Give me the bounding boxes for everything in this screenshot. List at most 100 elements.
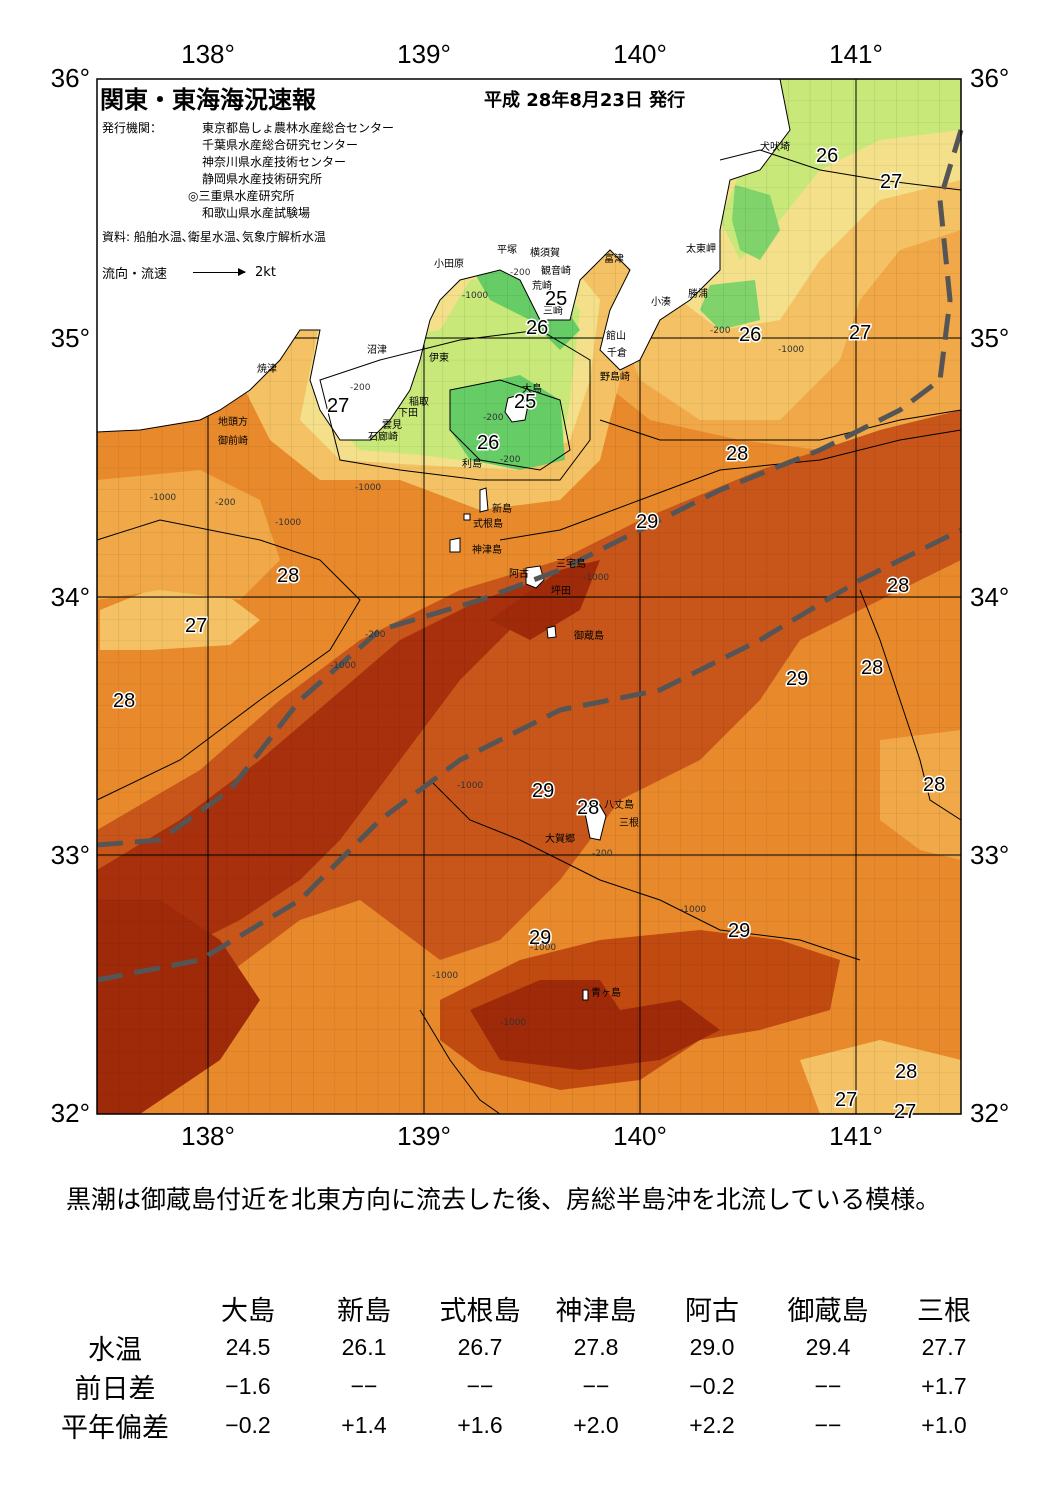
isotherm-label: 27 (880, 171, 902, 193)
kuroshio-axis-main (96, 129, 964, 848)
isotherm-label: 26 (526, 317, 548, 339)
place-label: 神津島 (472, 543, 502, 556)
row-label: 水温 (88, 1335, 142, 1366)
table-cell: +1.7 (921, 1373, 967, 1399)
flow-legend: 流向・流速 2kt (102, 263, 276, 282)
lon-label-bottom: 139° (397, 1121, 451, 1150)
lat-label-left: 36° (51, 63, 90, 93)
publisher-list: 発行機関： 東京都島しょ農林水産総合センター 千葉県水産総合研究センター 神奈川県… (102, 120, 394, 222)
lon-label-top: 140° (613, 39, 667, 69)
land-aogashima (582, 989, 589, 1001)
place-label: 地頭方 (218, 415, 248, 428)
table-cell: −1.6 (225, 1373, 271, 1399)
depth-label: -200 (350, 383, 371, 393)
isotherm-28-north (599, 409, 962, 441)
lon-label-top: 139° (397, 39, 451, 69)
publisher-item: 千葉県水産総合研究センター (202, 138, 359, 152)
data-sources: 資料: 船舶水温､衛星水温､気象庁解析水温 (102, 230, 326, 244)
lat-label-left: 33° (51, 840, 90, 870)
table-cell: −0.2 (225, 1412, 271, 1438)
table-cell: 24.5 (225, 1334, 271, 1360)
table-cell: +2.0 (573, 1412, 619, 1438)
depth-label: -1000 (457, 781, 483, 791)
isotherm-label: 28 (726, 443, 748, 465)
depth-label: -200 (592, 849, 613, 859)
place-label: 阿古 (509, 567, 529, 580)
depth-labels: -200 -1000 -200 -1000 -200 -200 -1000 -1… (150, 268, 804, 1028)
depth-label: -1000 (500, 1018, 526, 1028)
place-label: 石廊崎 (368, 430, 398, 443)
depth-label: -1000 (330, 661, 356, 671)
isotherm-label: 28 (887, 575, 909, 597)
place-label: 大賀郷 (545, 832, 575, 845)
flow-legend-speed: 2kt (255, 265, 276, 280)
isotherm-label: 28 (113, 690, 135, 712)
table-cell: +1.4 (341, 1412, 387, 1438)
isotherm-label: 28 (577, 797, 599, 819)
table-cell: +1.6 (457, 1412, 503, 1438)
publisher-item: ◎三重県水産研究所 (188, 189, 295, 203)
flow-arrow-icon (193, 268, 247, 276)
isotherm-label: 27 (327, 395, 349, 417)
place-label: 横須賀 (530, 246, 560, 259)
place-label: 焼津 (257, 363, 277, 375)
table-header-cell: 式根島 (439, 1295, 521, 1327)
place-label: 小田原 (434, 258, 464, 270)
place-label: 観音崎 (541, 264, 571, 277)
place-label: 太東岬 (686, 242, 716, 255)
place-label: 荒崎 (532, 279, 552, 292)
depth-label: -1000 (680, 905, 706, 915)
lat-labels-right: 36° 35° 34° 33° 32° (970, 63, 1009, 1128)
place-label: 青ヶ島 (591, 986, 621, 999)
land-oshima (504, 394, 529, 423)
isotherm-labels: 26 27 27 25 26 26 27 27 25 26 28 29 28 2… (112, 144, 947, 1125)
isotherm-26-izu (319, 329, 591, 481)
depth-label: -1000 (355, 483, 381, 493)
lat-label-left: 32° (51, 1098, 90, 1128)
place-labels: 犬吠埼 太東岬 勝浦 小湊 富津 横須賀 観音崎 平塚 小田原 荒崎 三崎 館山… (218, 140, 790, 999)
isotherm-label: 27 (185, 615, 207, 637)
lat-label-right: 32° (970, 1098, 1009, 1128)
table-header-row: 大島 新島 式根島 神津島 阿古 御蔵島 三根 (40, 1288, 1002, 1328)
land-honshu (96, 78, 791, 441)
place-label: 野島崎 (600, 370, 630, 383)
depth-label: -1000 (583, 573, 609, 583)
table-header-cell: 阿古 (685, 1295, 739, 1327)
place-label: 八丈島 (604, 798, 634, 811)
isotherm-28-south (419, 1009, 501, 1115)
depth-label: -200 (510, 268, 531, 278)
table-row: 水温 24.5 26.1 26.7 27.8 29.0 29.4 27.7 (40, 1328, 1002, 1367)
table-header-cell: 三根 (917, 1295, 971, 1327)
place-label: 勝浦 (688, 287, 708, 300)
kuroshio-axis-offshore (96, 527, 963, 983)
place-label: 三根 (619, 816, 639, 829)
kuroshio-axis (96, 129, 964, 983)
lon-labels-bottom: 138° 139° 140° 141° (181, 1121, 883, 1150)
depth-label: -200 (365, 630, 386, 640)
row-label: 平年偏差 (61, 1413, 169, 1444)
place-label: 伊東 (429, 351, 449, 364)
isotherm-label: 26 (816, 145, 838, 167)
table-cell: +2.2 (689, 1412, 735, 1438)
observation-table: 大島 新島 式根島 神津島 阿古 御蔵島 三根 水温 24.5 26.1 26.… (40, 1288, 1002, 1445)
depth-label: -1000 (432, 971, 458, 981)
place-label: 平塚 (497, 244, 517, 256)
lon-label-top: 138° (181, 39, 235, 69)
land-hachijojima (583, 801, 607, 841)
isotherm-label: 26 (477, 432, 499, 454)
place-label: 御前崎 (218, 434, 248, 447)
publisher-item: 東京都島しょ農林水産総合センター (202, 121, 395, 135)
table-row: 前日差 −1.6 −− −− −− −0.2 −− +1.7 (40, 1367, 1002, 1406)
row-label: 前日差 (74, 1374, 156, 1405)
lat-labels-left: 36° 35° 34° 33° 32° (51, 63, 90, 1128)
isotherm-label: 27 (894, 1101, 916, 1123)
depth-label: -1000 (462, 291, 488, 301)
place-label: 下田 (398, 408, 418, 419)
place-label: 御蔵島 (574, 629, 604, 642)
isotherm-label: 25 (514, 391, 536, 413)
isotherm-28-east (859, 589, 962, 821)
table-header-cell: 神津島 (555, 1295, 637, 1327)
summary-text: 黒潮は御蔵島付近を北東方向に流去した後、房総半島沖を北流している模様。 (66, 1185, 941, 1214)
isotherm-label: 28 (895, 1061, 917, 1083)
isotherm-label: 27 (835, 1089, 857, 1111)
